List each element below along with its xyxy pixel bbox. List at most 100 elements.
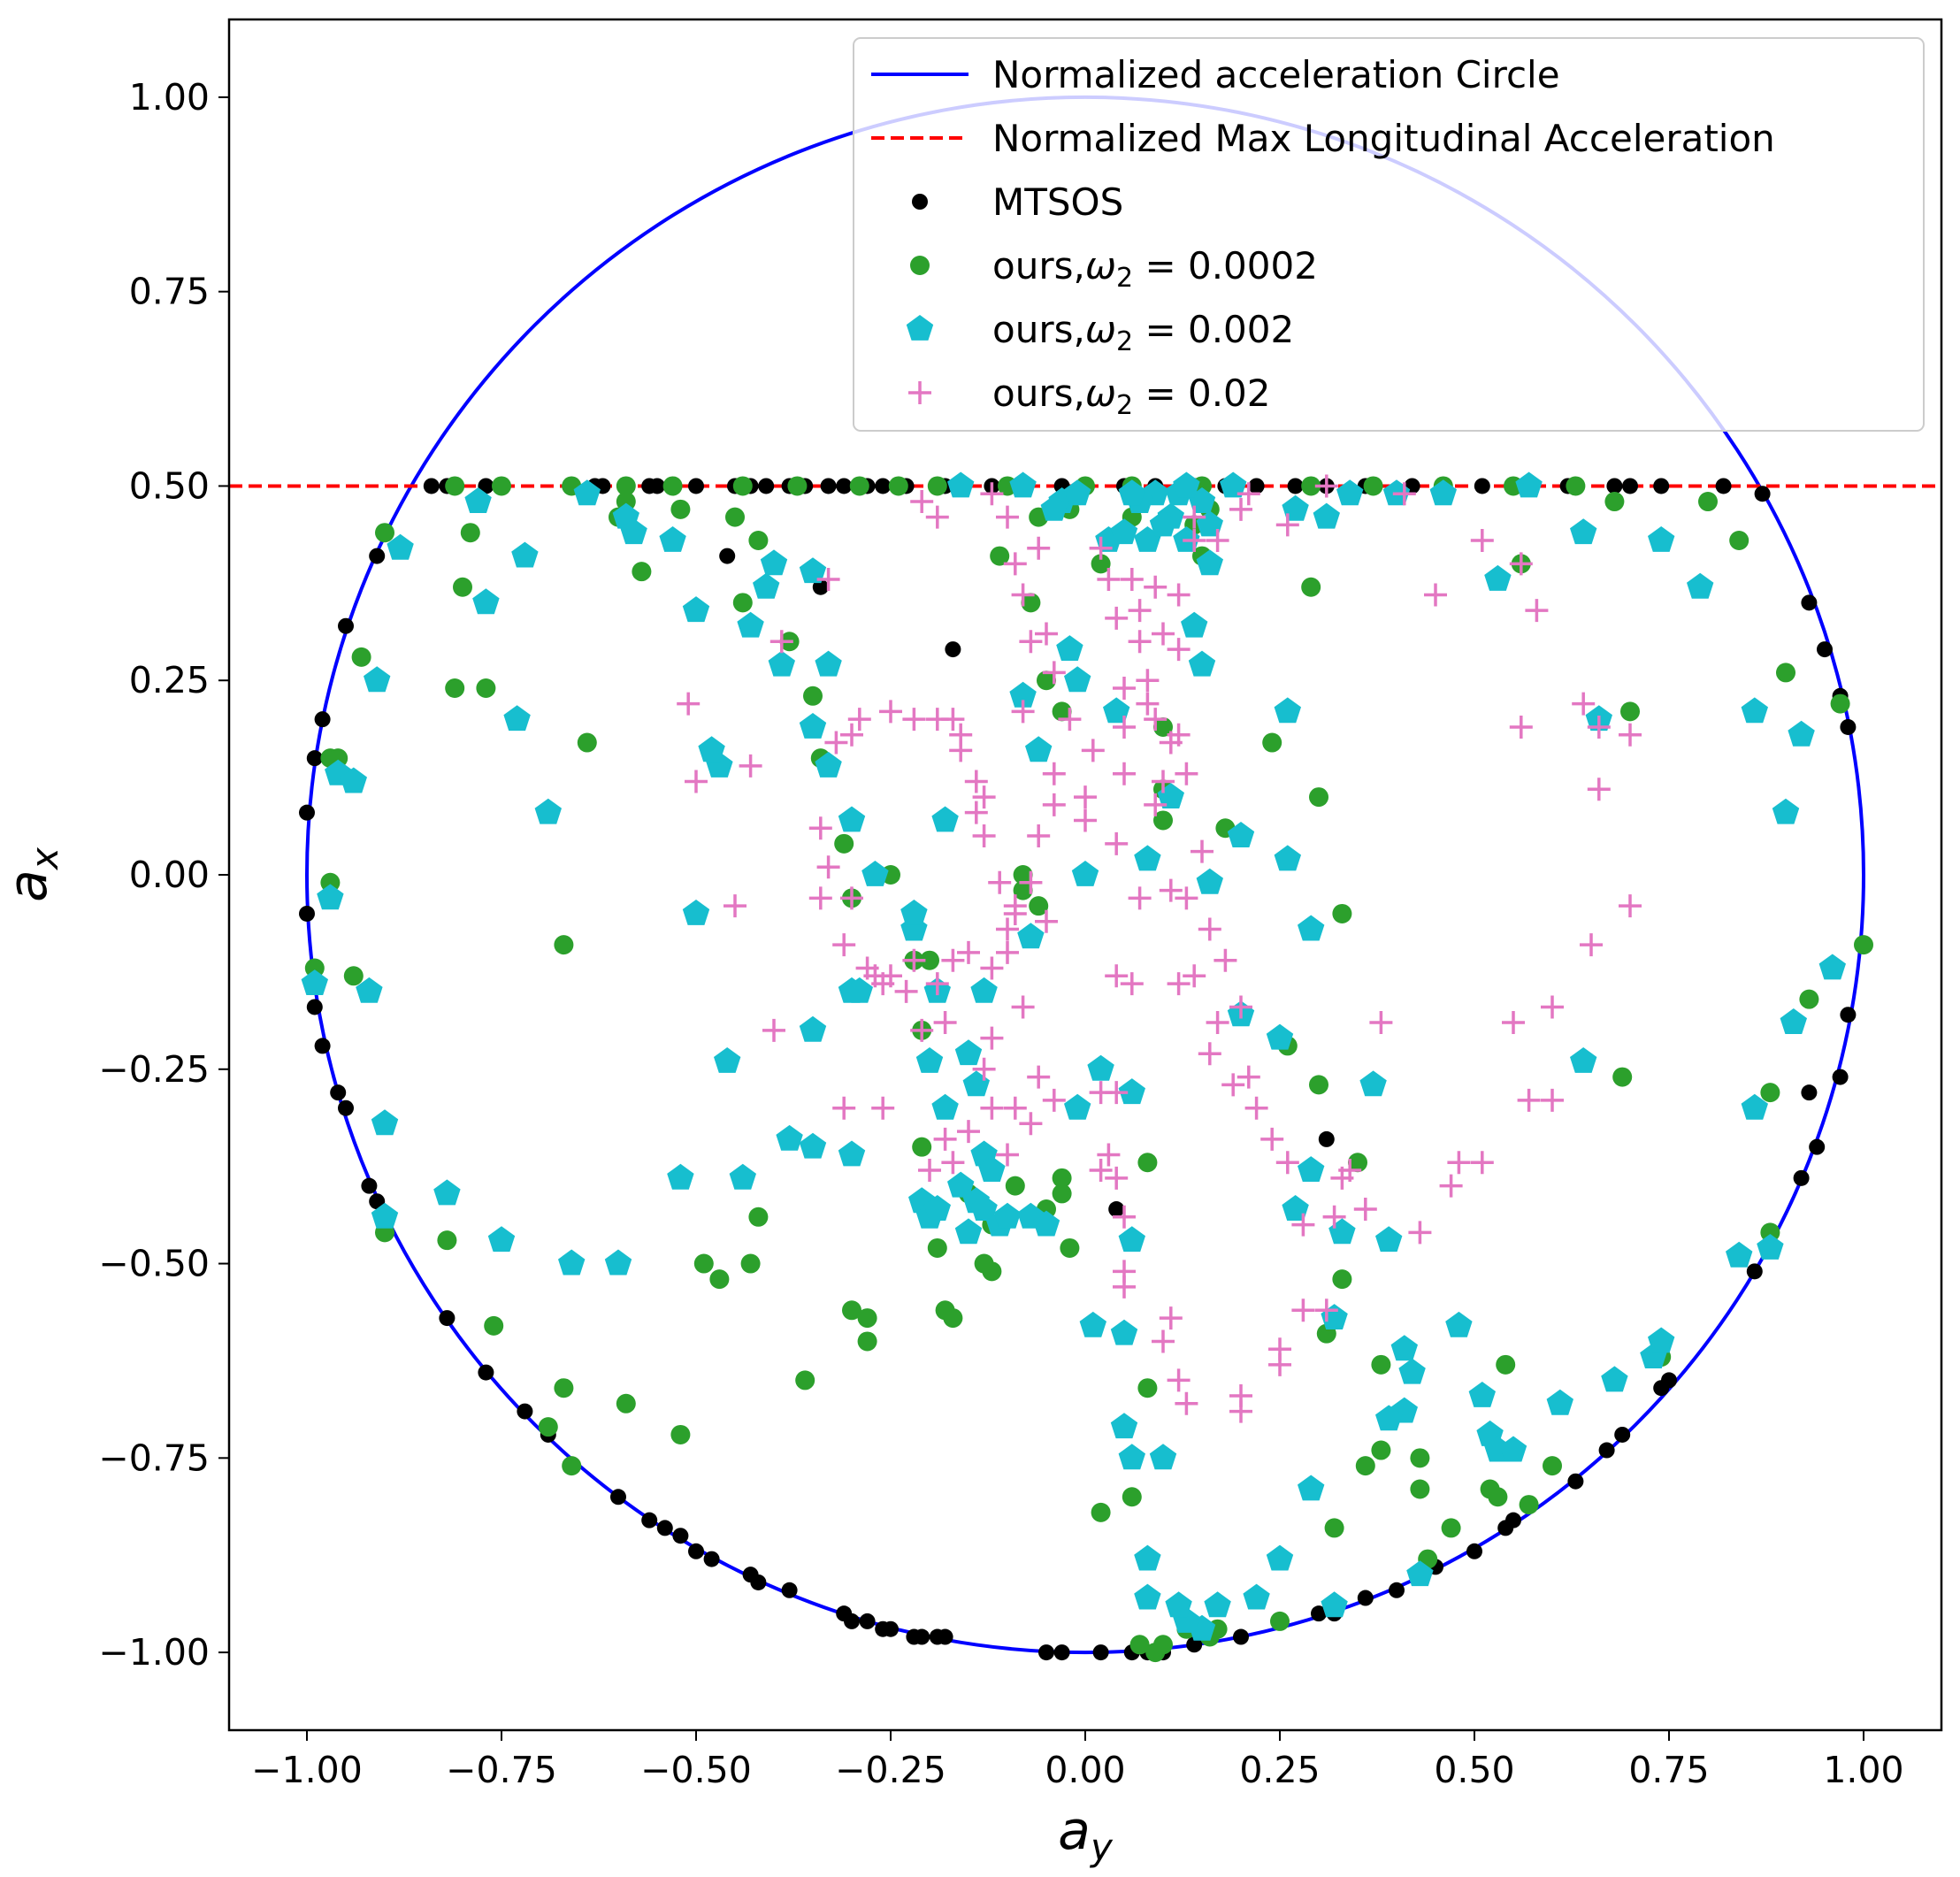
point-mtsos-39 <box>719 548 736 564</box>
point-w002-69 <box>1071 861 1099 886</box>
point-w02-134 <box>816 567 840 591</box>
point-w002-160 <box>1040 494 1068 521</box>
point-w002-133 <box>1266 1544 1294 1571</box>
point-w02-163 <box>1214 948 1237 972</box>
point-w02-104 <box>808 816 832 840</box>
point-mtsos-13 <box>820 478 837 494</box>
point-w0002-72 <box>1052 1184 1072 1204</box>
point-w0002-57 <box>748 1207 769 1227</box>
point-w0002-7 <box>849 476 869 496</box>
point-mtsos-59 <box>641 1512 658 1528</box>
point-w02-146 <box>1089 1159 1113 1183</box>
point-mtsos-75 <box>937 1628 953 1645</box>
point-w002-86 <box>1313 502 1340 529</box>
legend-marker-mtsos <box>912 194 928 210</box>
point-mtsos-38 <box>1715 478 1732 494</box>
y-tick-label: −0.75 <box>98 1436 210 1479</box>
point-w0002-109 <box>1488 1487 1508 1507</box>
point-w0002-54 <box>693 1253 714 1274</box>
point-w002-66 <box>1064 1093 1091 1120</box>
point-w02-89 <box>1019 1112 1043 1136</box>
point-w002-6 <box>511 541 539 568</box>
point-w002-51 <box>954 1218 983 1245</box>
point-w02-78 <box>1042 762 1066 785</box>
x-tick-label: 0.00 <box>1045 1749 1125 1791</box>
legend-label: ours,ω2 = 0.0002 <box>992 244 1318 294</box>
point-w02-41 <box>1580 933 1603 957</box>
point-mtsos-84 <box>1311 1605 1327 1622</box>
point-mtsos-61 <box>672 1528 689 1544</box>
point-w0002-93 <box>1262 732 1282 753</box>
x-tick-label: 0.50 <box>1434 1749 1514 1791</box>
point-w02-133 <box>739 754 762 778</box>
point-w0002-0 <box>445 476 465 496</box>
point-w002-54 <box>978 1156 1006 1182</box>
x-tick-label: −0.50 <box>640 1749 752 1791</box>
point-w002-94 <box>1741 697 1768 724</box>
point-w02-36 <box>1572 692 1596 716</box>
point-w0002-4 <box>662 476 683 496</box>
point-w02-80 <box>1027 824 1051 848</box>
point-mtsos-51 <box>338 1099 354 1116</box>
legend-label: MTSOS <box>992 180 1123 224</box>
point-w0002-51 <box>562 1456 582 1476</box>
point-w002-138 <box>1204 1591 1231 1618</box>
point-w02-33 <box>1509 552 1533 576</box>
point-mtsos-71 <box>883 1620 899 1637</box>
point-w002-35 <box>714 1047 741 1073</box>
point-mtsos-78 <box>1092 1644 1109 1661</box>
point-w02-166 <box>1175 762 1198 785</box>
point-w02-55 <box>1244 1096 1268 1120</box>
point-w002-155 <box>947 471 975 498</box>
point-w02-30 <box>1392 482 1416 506</box>
point-w02-118 <box>996 917 1019 941</box>
point-w002-80 <box>1196 549 1223 576</box>
point-w002-42 <box>433 1179 461 1206</box>
point-w0002-99 <box>1348 1153 1367 1173</box>
point-w02-45 <box>1541 1088 1564 1112</box>
point-mtsos-40 <box>812 578 829 595</box>
x-tick-label: −0.75 <box>446 1749 557 1791</box>
point-w0002-128 <box>1137 1378 1158 1398</box>
point-w0002-76 <box>1029 896 1049 916</box>
y-tick-label: 0.25 <box>129 659 210 701</box>
point-w002-143 <box>1118 1444 1145 1470</box>
point-w02-128 <box>871 1096 895 1120</box>
point-w002-148 <box>1118 1226 1145 1253</box>
point-w02-20 <box>1152 622 1175 646</box>
point-w002-60 <box>954 1039 983 1066</box>
point-w02-101 <box>832 933 856 957</box>
point-w002-117 <box>1445 1311 1473 1337</box>
point-w02-63 <box>1198 917 1221 941</box>
point-w002-154 <box>1220 471 1247 498</box>
point-w002-74 <box>1103 697 1130 724</box>
point-w0002-79 <box>1021 593 1041 613</box>
point-w002-128 <box>1757 1234 1784 1260</box>
point-w0002-20 <box>670 499 691 519</box>
point-mtsos-49 <box>314 1038 331 1054</box>
point-w0002-104 <box>1410 1448 1430 1468</box>
point-w002-156 <box>1009 471 1037 498</box>
point-w0002-117 <box>1698 492 1718 512</box>
point-mtsos-56 <box>517 1403 533 1420</box>
point-w02-13 <box>1097 567 1121 591</box>
y-tick-label: 0.50 <box>129 464 210 507</box>
point-w0002-59 <box>842 1300 861 1321</box>
point-w02-122 <box>925 972 949 996</box>
point-w02-27 <box>1236 482 1260 506</box>
point-w02-28 <box>1275 513 1299 537</box>
point-w02-8 <box>1035 622 1058 646</box>
point-w0002-114 <box>1620 701 1640 722</box>
point-w02-49 <box>1408 1221 1432 1245</box>
point-w0002-124 <box>1854 935 1873 955</box>
point-w002-134 <box>1243 1583 1270 1610</box>
point-w02-3 <box>996 505 1019 529</box>
point-w02-155 <box>1229 1399 1252 1423</box>
point-w0002-77 <box>1013 865 1033 885</box>
point-w0002-73 <box>1052 1168 1072 1188</box>
point-w002-100 <box>1196 868 1223 894</box>
point-w002-0 <box>464 487 492 513</box>
point-w02-162 <box>1369 1011 1393 1035</box>
point-w02-15 <box>1128 599 1152 623</box>
point-mtsos-104 <box>1832 1069 1849 1085</box>
